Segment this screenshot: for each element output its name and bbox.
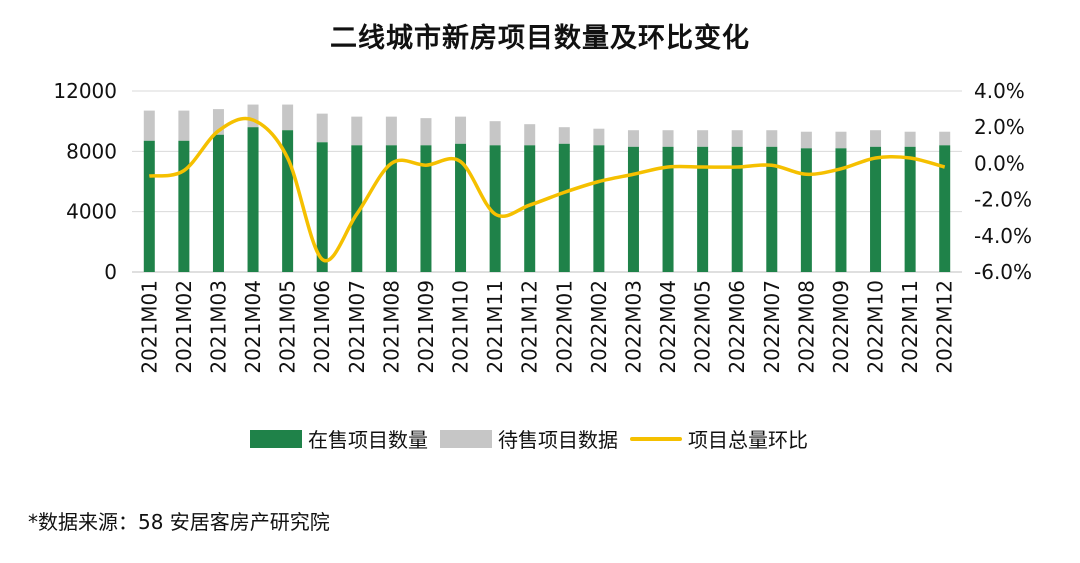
bar-on-sale [731, 146, 743, 272]
bar-pending [697, 130, 709, 147]
bar-on-sale [524, 145, 536, 272]
x-tick-label: 2021M05 [276, 280, 300, 374]
line-mom-series [149, 116, 946, 263]
bar-pending [316, 113, 328, 143]
bar-pending [178, 110, 190, 141]
bar-on-sale [143, 140, 155, 272]
bar-pending [731, 130, 743, 147]
x-tick-label: 2022M10 [864, 280, 888, 374]
x-tick-label: 2021M03 [206, 280, 230, 374]
bar-pending [870, 130, 882, 147]
right-axis-tick-label: 2.0% [974, 115, 1025, 139]
x-tick-label: 2022M06 [725, 280, 749, 374]
x-tick-label: 2022M01 [552, 280, 576, 374]
right-axis-tick-label: 0.0% [974, 151, 1025, 175]
x-tick-label: 2022M02 [587, 280, 611, 374]
legend-item-on-sale: 在售项目数量 [250, 424, 428, 453]
bar-pending [904, 131, 916, 147]
legend-swatch-on-sale [250, 429, 302, 448]
legend-swatch-mom [630, 436, 682, 441]
right-axis-tick-label: -6.0% [974, 260, 1032, 284]
x-tick-label: 2021M07 [345, 280, 369, 374]
bar-pending [558, 127, 570, 144]
bar-on-sale [939, 145, 951, 272]
bar-on-sale [212, 134, 224, 272]
bar-pending [282, 104, 294, 131]
chart-legend: 在售项目数量 待售项目数据 项目总量环比 [250, 424, 820, 453]
left-axis-tick-label: 12000 [53, 79, 117, 103]
bar-pending [351, 116, 363, 146]
bar-pending [489, 121, 501, 146]
bar-pending [662, 130, 674, 147]
source-note: *数据来源：58 安居客房产研究院 [28, 510, 330, 534]
bar-pending [455, 116, 467, 144]
x-tick-label: 2022M03 [621, 280, 645, 374]
x-tick-label: 2022M07 [760, 280, 784, 374]
bar-on-sale [766, 146, 778, 272]
chart-plot: 12000 8000 4000 0 4.0% 2.0% 0.0% -2.0% -4.0% -6.0… [53, 79, 1032, 374]
x-tick-label: 2022M11 [898, 280, 922, 374]
right-axis-tick-label: -4.0% [974, 224, 1032, 248]
bar-pending [143, 110, 155, 141]
bar-pending [627, 130, 639, 147]
bar-on-sale [316, 142, 328, 272]
bar-pending [385, 116, 397, 146]
bar-on-sale [593, 145, 605, 272]
x-tick-label: 2021M10 [449, 280, 473, 374]
left-axis-tick-label: 8000 [66, 139, 117, 163]
bar-on-sale [247, 127, 259, 272]
x-tick-label: 2022M05 [691, 280, 715, 374]
bar-pending [800, 131, 812, 149]
legend-label-on-sale: 在售项目数量 [308, 428, 428, 452]
bar-on-sale [385, 145, 397, 272]
bar-on-sale [904, 146, 916, 272]
legend-item-pending: 待售项目数据 [440, 424, 618, 453]
x-tick-label: 2021M08 [379, 280, 403, 374]
legend-label-mom: 项目总量环比 [688, 428, 808, 452]
x-tick-label: 2021M02 [172, 280, 196, 374]
bar-on-sale [800, 148, 812, 272]
right-axis-tick-label: 4.0% [974, 79, 1025, 103]
x-tick-label: 2021M12 [518, 280, 542, 374]
bar-on-sale [455, 143, 467, 272]
bar-on-sale [870, 146, 882, 272]
chart-title: 二线城市新房项目数量及环比变化 [330, 23, 750, 54]
bar-pending [212, 109, 224, 135]
bar-on-sale [835, 148, 847, 272]
x-tick-label: 2021M04 [241, 280, 265, 374]
bar-on-sale [662, 146, 674, 272]
right-axis-tick-label: -2.0% [974, 188, 1032, 212]
bar-on-sale [178, 140, 190, 272]
x-tick-label: 2022M08 [794, 280, 818, 374]
bar-pending [593, 128, 605, 146]
legend-label-pending: 待售项目数据 [498, 428, 618, 452]
x-tick-label: 2022M12 [933, 280, 957, 374]
bar-pending [524, 124, 536, 146]
left-axis-tick-label: 0 [104, 260, 117, 284]
x-tick-label: 2022M04 [656, 280, 680, 374]
bar-pending [766, 130, 778, 147]
bar-pending [420, 118, 432, 146]
bar-on-sale [420, 145, 432, 272]
bar-pending [247, 104, 259, 128]
x-tick-label: 2021M09 [414, 280, 438, 374]
left-axis-tick-label: 4000 [66, 200, 117, 224]
bar-on-sale [489, 145, 501, 272]
legend-item-mom: 项目总量环比 [630, 424, 808, 453]
bar-on-sale [558, 143, 570, 272]
bar-pending [939, 131, 951, 146]
bar-pending [835, 131, 847, 149]
bar-on-sale [351, 145, 363, 272]
x-tick-label: 2021M06 [310, 280, 334, 374]
legend-swatch-pending [440, 429, 492, 448]
x-tick-label: 2021M11 [483, 280, 507, 374]
bar-on-sale [282, 130, 294, 272]
bar-on-sale [697, 146, 709, 272]
x-tick-label: 2022M09 [829, 280, 853, 374]
x-tick-label: 2021M01 [137, 280, 161, 374]
bar-on-sale [627, 146, 639, 272]
